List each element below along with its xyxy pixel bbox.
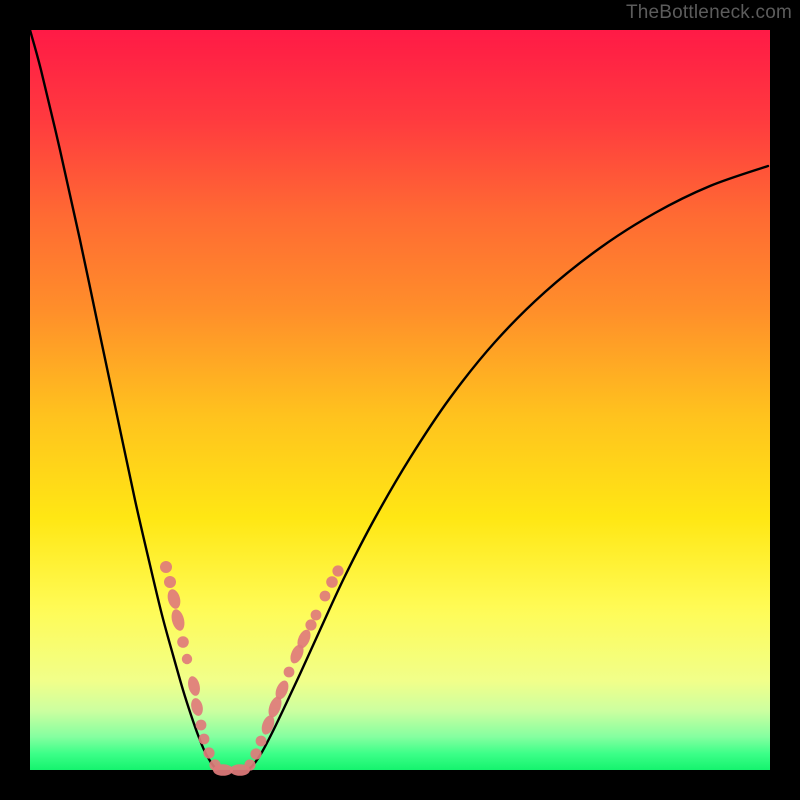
marker-23 <box>305 619 316 630</box>
plot-background <box>30 30 770 770</box>
marker-0 <box>160 561 172 573</box>
marker-20 <box>284 667 295 678</box>
marker-5 <box>182 654 192 664</box>
marker-1 <box>164 576 176 588</box>
bottleneck-chart-svg <box>0 0 800 800</box>
marker-24 <box>311 610 322 621</box>
marker-14 <box>244 759 255 770</box>
marker-15 <box>250 748 261 759</box>
marker-8 <box>196 720 207 731</box>
marker-16 <box>256 736 267 747</box>
marker-27 <box>332 565 343 576</box>
watermark-text: TheBottleneck.com <box>626 2 792 24</box>
marker-4 <box>177 636 189 648</box>
marker-9 <box>199 734 210 745</box>
marker-10 <box>203 747 214 758</box>
marker-26 <box>326 576 338 588</box>
chart-stage: TheBottleneck.com <box>0 0 800 800</box>
marker-25 <box>320 591 331 602</box>
